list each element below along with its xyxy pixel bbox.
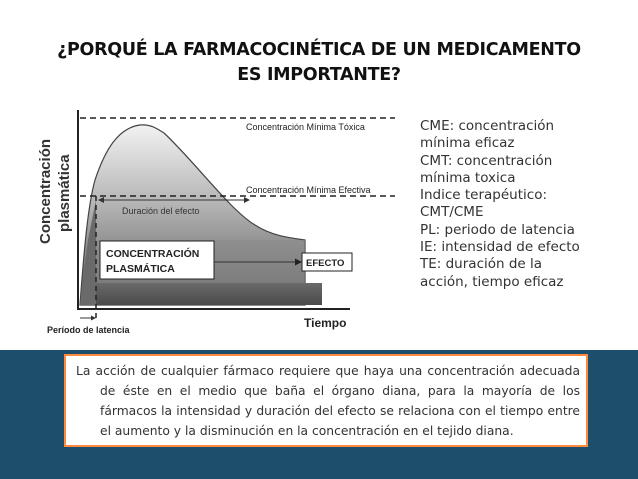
latency-arrow-head-icon <box>91 315 96 321</box>
arrow-head-icon <box>295 258 302 266</box>
effect-box <box>301 252 353 272</box>
effect-box-label: EFECTO <box>306 258 344 269</box>
plasma-concentration-box <box>99 240 215 280</box>
legend-line: CMT/CME <box>420 204 484 221</box>
effect-intensity-bar <box>96 283 322 305</box>
legend-line: CME: concentración <box>420 118 555 134</box>
plasma-box-line-1: CONCENTRACIÓN <box>106 247 199 260</box>
legend-line: Indice terapéutico: <box>420 187 548 204</box>
y-axis-label-line-2: plasmática <box>56 154 73 232</box>
max-toxic-label: Concentración Mínima Tóxica <box>246 122 365 132</box>
min-effective-label: Concentración Mínima Efectiva <box>246 185 371 195</box>
y-axis-label-line-1: Concentración <box>37 139 54 244</box>
effect-duration-label: Duración del efecto <box>122 206 200 216</box>
latency-label: Período de latencia <box>47 325 131 335</box>
title-line-1: ¿PORQUÉ LA FARMACOCINÉTICA DE UN MEDICAM… <box>57 40 581 60</box>
duration-arrow-left-icon <box>98 197 104 203</box>
sub-effective-area <box>80 200 96 305</box>
legend-line: acción, tiempo eficaz <box>420 273 564 290</box>
legend-line: IE: intensidad de efecto <box>420 239 580 256</box>
legend-line: CMT: concentración <box>420 152 553 169</box>
plasma-box-line-2: PLASMÁTICA <box>106 262 175 275</box>
pharmacokinetic-diagram: Concentración plasmática CONCENTRACIÓN P… <box>37 110 395 335</box>
description-box: La acción de cualquier fármaco requiere … <box>64 354 588 447</box>
legend-line: PL: periodo de latencia <box>420 221 575 238</box>
x-axis-label: Tiempo <box>304 316 346 330</box>
duration-arrow-right-icon <box>244 197 250 203</box>
legend-line: mínima toxica <box>420 169 516 186</box>
legend-list: CME: concentración mínima eficaz CMT: co… <box>420 118 620 291</box>
legend-line: mínima eficaz <box>420 135 515 152</box>
legend-line: TE: duración de la <box>420 256 543 273</box>
title-line-2: ES IMPORTANTE? <box>237 65 401 85</box>
slide-title: ¿PORQUÉ LA FARMACOCINÉTICA DE UN MEDICAM… <box>0 38 638 88</box>
